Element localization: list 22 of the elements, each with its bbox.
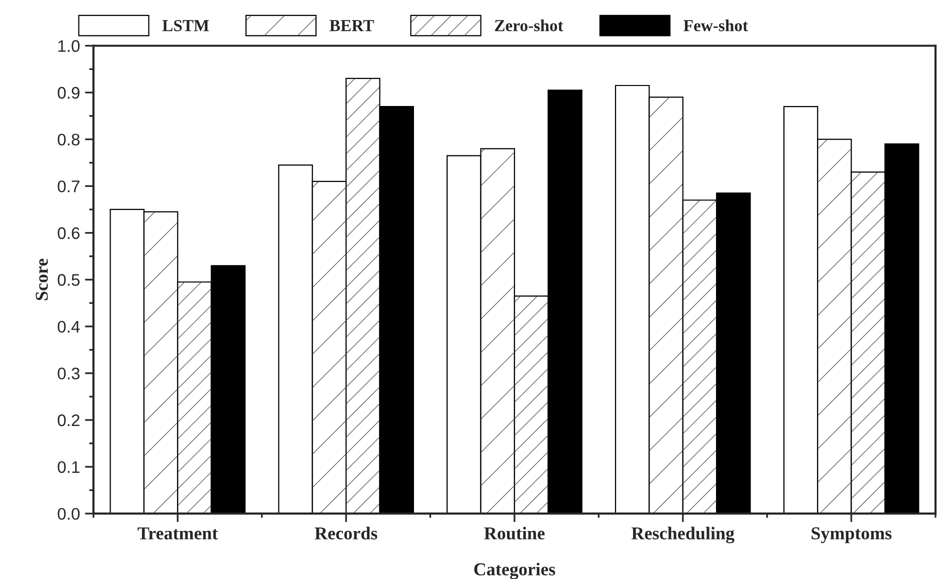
- x-tick-label: Routine: [484, 526, 545, 540]
- legend-label: LSTM: [162, 20, 209, 32]
- x-tick-label: Symptoms: [812, 527, 892, 544]
- y-axis-title: Score: [36, 258, 48, 300]
- legend-label: Zero-shot: [494, 20, 564, 32]
- y-tick-label: 0.8: [58, 134, 80, 146]
- y-tick-label: 0.9: [58, 86, 80, 99]
- y-tick-label: 0.4: [58, 320, 80, 333]
- x-axis-title: Categories: [474, 562, 556, 579]
- y-tick-label: 0.2: [58, 414, 80, 426]
- legend-label: Few-shot: [684, 20, 748, 32]
- x-tick-label: Rescheduling: [632, 526, 734, 544]
- y-tick-label: 1.0: [58, 40, 80, 52]
- y-tick-label: 0.7: [58, 180, 80, 192]
- x-tick-label: Treatment: [138, 527, 218, 540]
- legend-label: BERT: [330, 20, 374, 32]
- y-tick-label: 0.3: [58, 368, 80, 380]
- x-tick-label: Records: [314, 526, 378, 540]
- y-tick-label: 0.0: [58, 508, 80, 520]
- y-tick-label: 0.6: [58, 227, 80, 240]
- y-tick-label: 0.1: [58, 461, 80, 473]
- y-tick-label: 0.5: [58, 274, 80, 286]
